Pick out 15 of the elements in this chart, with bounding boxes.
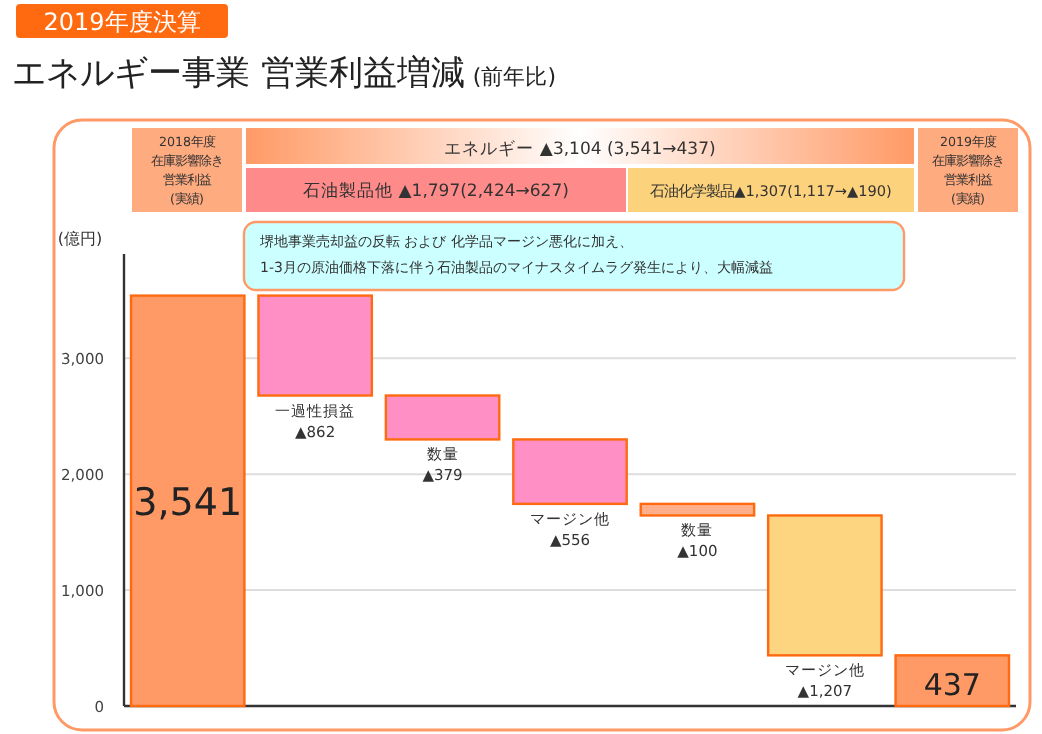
data-label: 437: [923, 666, 981, 703]
text: エネルギー ▲3,104 (3,541→437): [444, 138, 716, 160]
bar: [512, 438, 628, 506]
text: 2019年度決算: [43, 8, 201, 36]
bar: [257, 294, 374, 397]
chart-subtitle: (前年比): [472, 64, 556, 90]
bar: [766, 514, 883, 657]
bar: [384, 394, 501, 441]
bar: [894, 654, 1011, 708]
chart-title: エネルギー事業 営業利益増減: [12, 54, 465, 94]
bar: [639, 502, 756, 517]
data-label: 3,541: [133, 480, 243, 525]
bar: [129, 294, 246, 708]
y-axis-title: (億円): [57, 230, 103, 248]
text: 石油製品他 ▲1,797(2,424→627): [303, 180, 569, 202]
